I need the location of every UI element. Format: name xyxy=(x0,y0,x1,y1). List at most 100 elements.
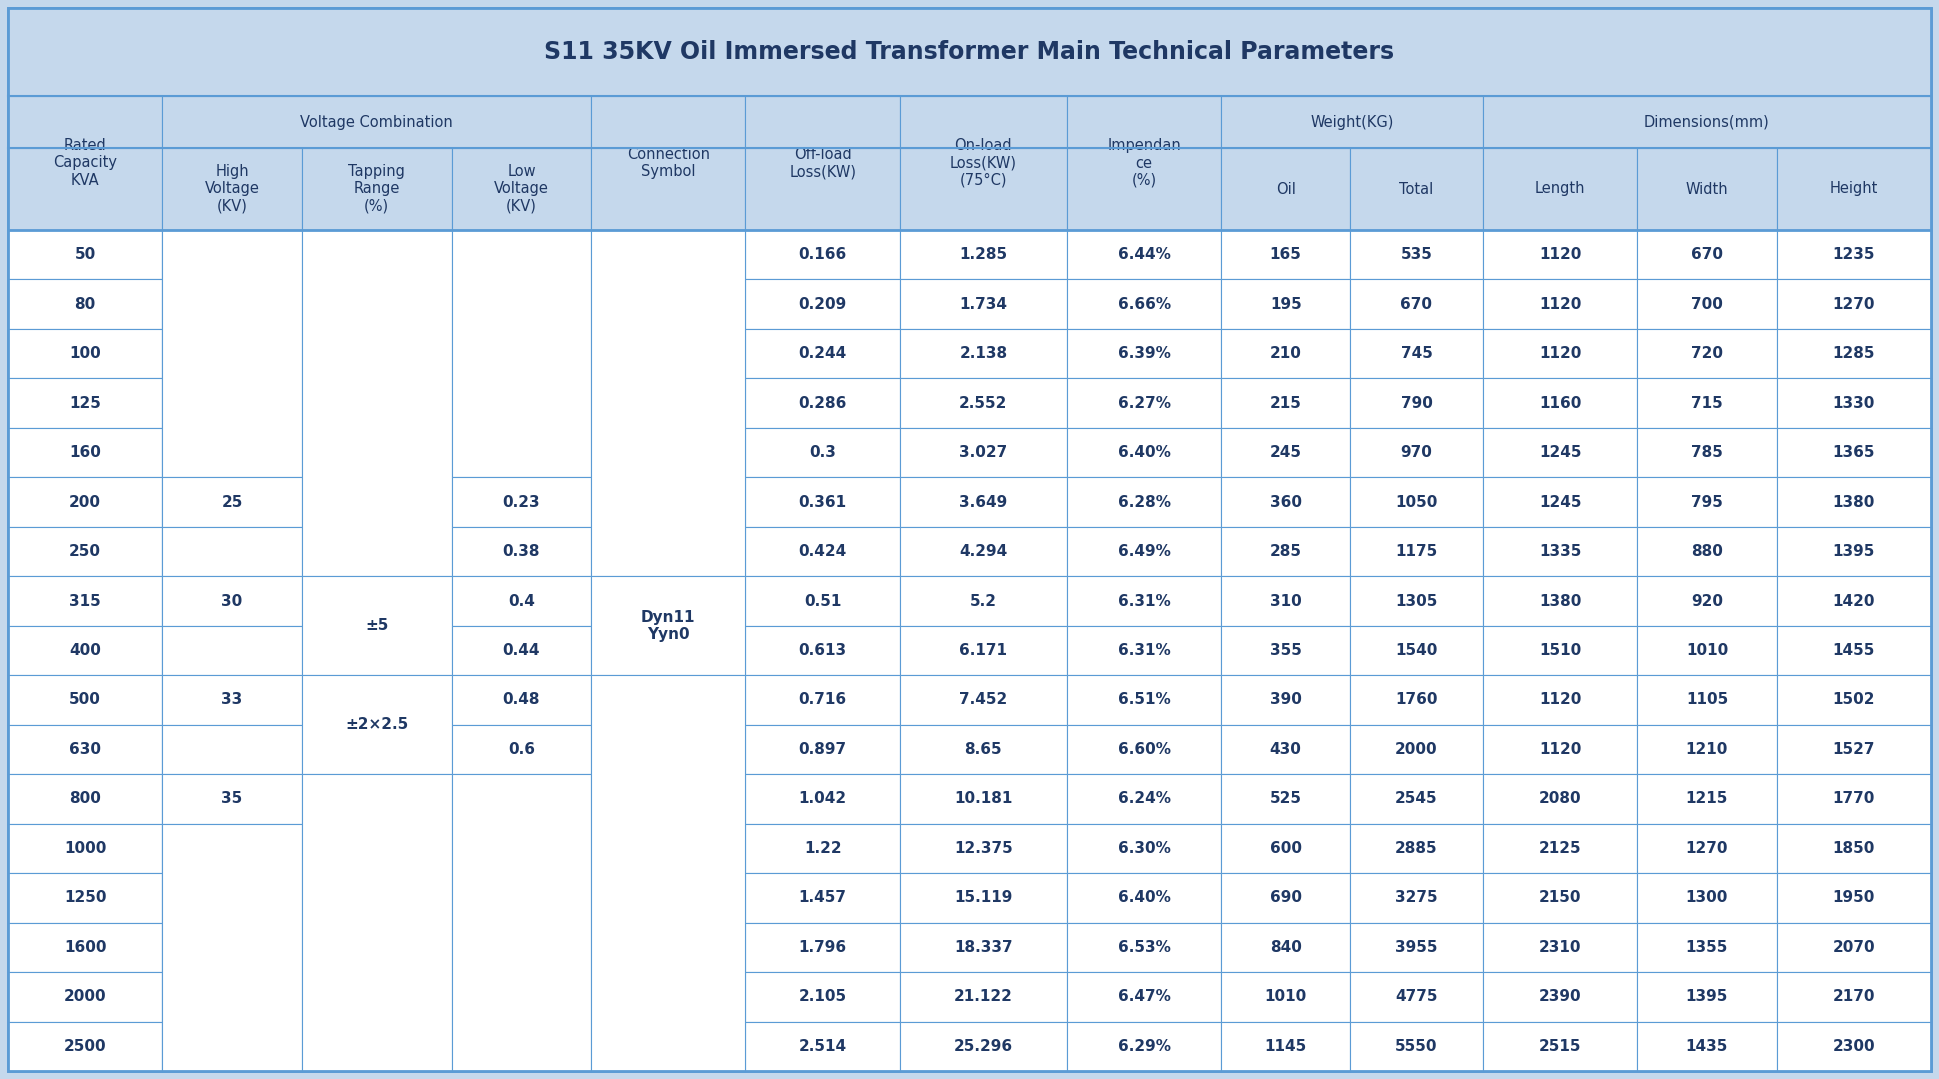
Text: On-load
Loss(KW)
(75°C): On-load Loss(KW) (75°C) xyxy=(950,138,1016,188)
Bar xyxy=(452,576,591,626)
Text: Height: Height xyxy=(1830,181,1879,196)
Bar xyxy=(1066,527,1222,576)
Bar xyxy=(1776,873,1931,923)
Text: Connection
Symbol: Connection Symbol xyxy=(626,147,710,179)
Bar xyxy=(163,148,302,230)
Bar xyxy=(163,1022,302,1071)
Text: 200: 200 xyxy=(70,494,101,509)
Text: 6.27%: 6.27% xyxy=(1117,396,1171,411)
Bar xyxy=(452,873,591,923)
Bar xyxy=(900,873,1066,923)
Bar xyxy=(1222,725,1350,774)
Bar xyxy=(591,972,745,1022)
Bar xyxy=(591,576,745,675)
Bar xyxy=(1222,873,1350,923)
Bar xyxy=(1776,148,1931,230)
Text: 0.424: 0.424 xyxy=(799,544,847,559)
Bar xyxy=(452,626,591,675)
Bar xyxy=(1776,972,1931,1022)
Text: 2150: 2150 xyxy=(1540,890,1582,905)
Bar xyxy=(1637,774,1776,823)
Bar xyxy=(900,329,1066,379)
Bar xyxy=(1066,823,1222,873)
Bar xyxy=(1222,823,1350,873)
Bar xyxy=(1483,477,1637,527)
Text: 1.042: 1.042 xyxy=(799,791,847,806)
Bar xyxy=(745,1022,900,1071)
Bar xyxy=(1637,379,1776,428)
Text: 1120: 1120 xyxy=(1540,742,1582,757)
Text: 670: 670 xyxy=(1691,247,1724,262)
Text: 2500: 2500 xyxy=(64,1039,107,1054)
Bar xyxy=(1637,428,1776,477)
Bar xyxy=(163,527,302,576)
Text: Width: Width xyxy=(1685,181,1728,196)
Bar xyxy=(302,873,452,923)
Bar xyxy=(452,675,591,725)
Bar xyxy=(1222,1022,1350,1071)
Text: 5550: 5550 xyxy=(1396,1039,1437,1054)
Bar xyxy=(900,576,1066,626)
Text: 4775: 4775 xyxy=(1396,989,1437,1005)
Text: 720: 720 xyxy=(1691,346,1724,361)
Text: 1330: 1330 xyxy=(1832,396,1875,411)
Bar xyxy=(591,823,745,873)
Bar xyxy=(1350,527,1483,576)
Bar xyxy=(1066,873,1222,923)
Text: 6.29%: 6.29% xyxy=(1117,1039,1171,1054)
Text: 0.286: 0.286 xyxy=(799,396,847,411)
Text: 0.4: 0.4 xyxy=(508,593,535,609)
Bar xyxy=(302,972,452,1022)
Text: 1105: 1105 xyxy=(1685,693,1728,708)
Text: 1950: 1950 xyxy=(1832,890,1875,905)
Bar xyxy=(1222,148,1350,230)
Text: 285: 285 xyxy=(1270,544,1301,559)
Bar xyxy=(1637,873,1776,923)
Bar xyxy=(745,725,900,774)
Text: 1527: 1527 xyxy=(1832,742,1875,757)
Bar xyxy=(1637,148,1776,230)
Bar xyxy=(591,329,745,379)
Bar xyxy=(1483,823,1637,873)
Bar xyxy=(591,725,745,774)
Bar xyxy=(900,725,1066,774)
Bar xyxy=(1066,477,1222,527)
Bar xyxy=(1350,230,1483,279)
Bar xyxy=(8,873,163,923)
Text: 195: 195 xyxy=(1270,297,1301,312)
Bar xyxy=(302,576,452,675)
Text: 3955: 3955 xyxy=(1396,940,1437,955)
Text: 2515: 2515 xyxy=(1540,1039,1582,1054)
Bar xyxy=(1483,230,1637,279)
Bar xyxy=(302,675,452,725)
Text: 15.119: 15.119 xyxy=(954,890,1012,905)
Text: 920: 920 xyxy=(1691,593,1724,609)
Bar xyxy=(163,774,302,823)
Bar xyxy=(1222,329,1350,379)
Bar xyxy=(452,774,591,823)
Bar xyxy=(900,279,1066,329)
Bar xyxy=(302,148,452,230)
Bar xyxy=(1637,725,1776,774)
Bar xyxy=(1350,576,1483,626)
Bar xyxy=(591,279,745,329)
Bar xyxy=(745,279,900,329)
Bar xyxy=(1637,576,1776,626)
Text: 1250: 1250 xyxy=(64,890,107,905)
Bar xyxy=(1066,923,1222,972)
Bar xyxy=(452,329,591,379)
Text: 670: 670 xyxy=(1400,297,1433,312)
Text: 2310: 2310 xyxy=(1540,940,1582,955)
Text: 1120: 1120 xyxy=(1540,247,1582,262)
Text: 1600: 1600 xyxy=(64,940,107,955)
Bar xyxy=(8,8,1931,96)
Bar xyxy=(591,96,745,148)
Bar xyxy=(302,923,452,972)
Bar xyxy=(1066,972,1222,1022)
Bar xyxy=(1483,576,1637,626)
Text: 0.23: 0.23 xyxy=(502,494,541,509)
Bar xyxy=(1066,279,1222,329)
Bar xyxy=(1483,675,1637,725)
Text: 10.181: 10.181 xyxy=(954,791,1012,806)
Bar xyxy=(591,873,745,923)
